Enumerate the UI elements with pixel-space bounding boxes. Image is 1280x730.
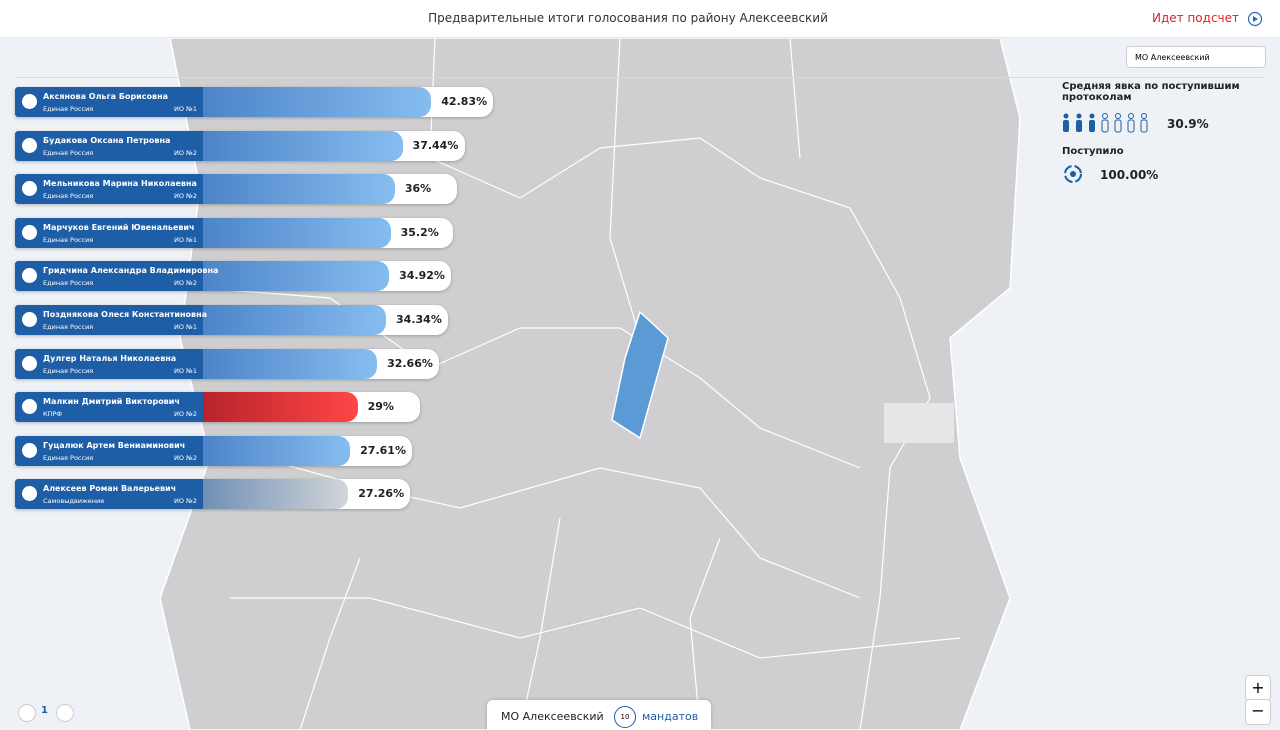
candidate-name: Алексеев Роман Валерьевич — [43, 484, 177, 494]
status: Идет подсчет — [1152, 11, 1240, 25]
candidate-name: Позднякова Олеся Константиновна — [43, 310, 208, 319]
candidate-label: Малкин Дмитрий Викторович КПРФ ИО №2 — [15, 392, 203, 423]
result-bar — [203, 174, 395, 205]
result-bar — [203, 217, 391, 248]
party-icon — [22, 486, 37, 502]
party-icon — [22, 181, 37, 197]
turnout-icons — [1063, 113, 1148, 133]
candidate-label: Алексеев Роман Валерьевич Самовыдвижение И… — [15, 479, 203, 510]
percent-label: 34.34% — [396, 313, 442, 326]
percent-label: 34.92% — [399, 269, 445, 283]
percent-label: 37.44% — [412, 138, 459, 152]
party-icon — [22, 399, 37, 415]
candidate-name: Гуцалюк Артем Вениаминович — [43, 440, 186, 450]
district: ИО №2 — [174, 453, 197, 462]
district: ИО №2 — [174, 497, 197, 506]
percent-label: 42.83% — [441, 95, 488, 108]
candidate-label: Гридчина Александра Владимировна Единая Р… — [15, 261, 218, 292]
candidate-name: Аксянова Ольга Борисовна — [43, 92, 169, 101]
party-icon — [22, 355, 37, 371]
percent-label: 32.66% — [387, 356, 433, 370]
party-name: КПРФ — [43, 410, 63, 419]
district: ИО №2 — [174, 148, 197, 157]
party-name: Единая Россия — [43, 148, 94, 157]
district: ИО №2 — [174, 279, 197, 288]
party-icon — [22, 224, 37, 240]
result-bar — [203, 305, 387, 335]
divider — [15, 77, 1265, 78]
party-icon — [22, 442, 37, 458]
party-icon — [22, 268, 37, 284]
district: ИО №2 — [174, 192, 197, 201]
next-page[interactable] — [56, 704, 74, 722]
play-button[interactable] — [1247, 11, 1263, 27]
party-name: Единая Россия — [43, 323, 94, 331]
percent-label: 27.61% — [360, 443, 406, 457]
received-value: 100.00% — [1100, 168, 1159, 182]
district: ИО №1 — [174, 235, 197, 244]
party-name: Единая Россия — [43, 192, 94, 201]
footer: МО Алексеевский 10 мандатов — [487, 700, 711, 730]
footer-district: МО Алексеевский — [501, 710, 604, 723]
result-bar — [203, 261, 390, 292]
party-name: Единая Россия — [43, 279, 94, 288]
party-icon — [22, 137, 37, 153]
district-select[interactable]: МО Алексеевский — [1126, 46, 1266, 68]
district: ИО №1 — [174, 323, 197, 331]
zoom-in[interactable]: + — [1245, 675, 1271, 701]
candidate-label: Позднякова Олеся Константиновна Единая Ро… — [15, 305, 207, 335]
title: Предварительные итоги голосования по рай… — [428, 11, 828, 25]
candidate-label: Гуцалюк Артем Вениаминович Единая Россия И… — [15, 435, 203, 466]
candidate-label: Аксянова Ольга Борисовна Единая Россия ИО … — [15, 87, 203, 117]
mandates-label: мандатов — [642, 710, 699, 723]
turnout-value: 30.9% — [1167, 117, 1209, 131]
candidate-label: Будакова Оксана Петровна Единая Россия ИО … — [15, 130, 203, 161]
mandates-count: 10 — [614, 706, 636, 728]
area — [884, 403, 954, 443]
candidate-name: Малкин Дмитрий Викторович — [43, 397, 180, 407]
party-name: Единая Россия — [43, 366, 94, 375]
percent-label: 29% — [367, 400, 394, 414]
borders — [199, 38, 961, 730]
percent-label: 35.2% — [400, 225, 439, 239]
result-bar — [203, 392, 358, 423]
result-bar — [203, 479, 349, 510]
candidate-name: Марчуков Евгений Ювенальевич — [43, 222, 195, 232]
result-bar — [203, 435, 351, 466]
page-number[interactable]: 1 — [41, 705, 48, 716]
party-name: Самовыдвижение — [43, 497, 105, 506]
percent-label: 36% — [404, 182, 432, 196]
district: ИО №1 — [174, 366, 197, 375]
candidate-label: Марчуков Евгений Ювенальевич Единая Росси… — [15, 217, 203, 248]
result-bar — [203, 348, 378, 379]
party-icon — [22, 312, 37, 327]
percent-label: 27.26% — [358, 487, 405, 501]
candidate-name: Гридчина Александра Владимировна — [43, 266, 219, 276]
candidate-name: Мельникова Марина Николаевна — [43, 179, 197, 189]
received-label: Поступило — [1062, 146, 1124, 157]
result-bar — [203, 130, 403, 161]
party-name: Единая Россия — [43, 453, 94, 462]
received-icon — [1064, 165, 1082, 183]
turnout-label: Средняя явка по поступившим протоколам — [1062, 81, 1240, 103]
candidate-name: Дулгер Наталья Николаевна — [43, 353, 177, 363]
party-name: Единая Россия — [43, 105, 94, 113]
map — [159, 38, 1021, 730]
district: ИО №2 — [174, 410, 197, 419]
result-bar — [203, 87, 432, 117]
header: Предварительные итоги голосования по рай… — [0, 0, 1280, 38]
party-icon — [22, 94, 37, 109]
party-name: Единая Россия — [43, 235, 94, 244]
candidate-name: Будакова Оксана Петровна — [43, 135, 171, 145]
candidate-label: Дулгер Наталья Николаевна Единая Россия ИО… — [15, 348, 203, 379]
zoom-out[interactable]: − — [1245, 699, 1271, 725]
candidate-label: Мельникова Марина Николаевна Единая Росси… — [15, 174, 203, 205]
district: ИО №1 — [174, 105, 197, 113]
prev-page[interactable] — [18, 704, 36, 722]
selected-district — [611, 310, 669, 440]
